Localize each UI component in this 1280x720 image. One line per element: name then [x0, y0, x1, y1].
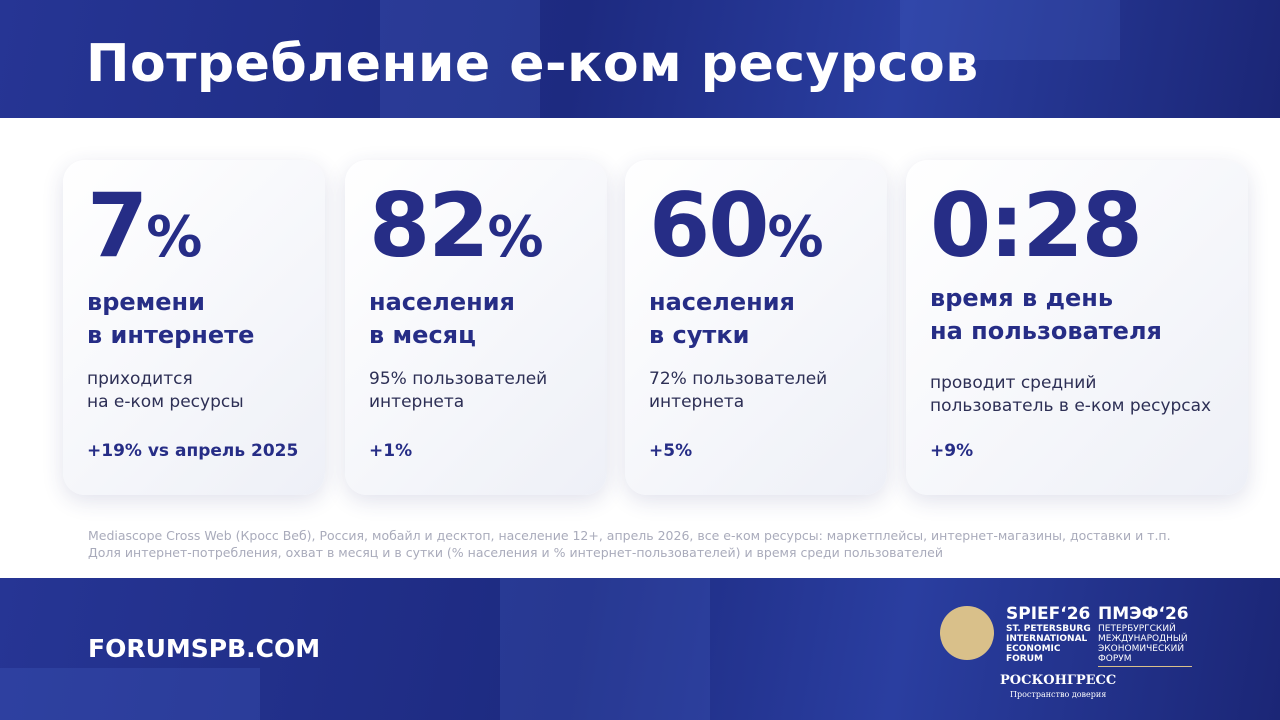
- text: ECONOMIC: [1006, 644, 1061, 654]
- stat-card: 7% времени в интернете приходится на е-ком…: [63, 160, 325, 495]
- logo-en-lines: ST. PETERSBURG INTERNATIONAL ECONOMIC FORUM: [1006, 624, 1091, 664]
- text: населения: [649, 288, 795, 316]
- text: приходится: [87, 369, 193, 389]
- title: Потребление е-ком ресурсов: [86, 34, 979, 94]
- stat-description: 72% пользователей интернета: [649, 368, 827, 414]
- stat-title: время в день на пользователя: [930, 282, 1162, 348]
- text: в интернете: [87, 321, 255, 349]
- stat-description: проводит средний пользователь в е-ком рес…: [930, 372, 1211, 418]
- text: ЭКОНОМИЧЕСКИЙ: [1098, 644, 1185, 654]
- header-band: Потребление е-ком ресурсов: [0, 0, 1280, 118]
- text: 7: [87, 174, 148, 277]
- text: в сутки: [649, 321, 750, 349]
- footer-band: FORUMSPB.COM SPIEF‘26 ST. PETERSBURG INTE…: [0, 578, 1280, 720]
- stat-change: +1%: [369, 441, 413, 461]
- text: проводит средний: [930, 373, 1097, 393]
- text: 60: [649, 174, 769, 277]
- text: 72% пользователей: [649, 369, 828, 389]
- text: в месяц: [369, 321, 476, 349]
- text: Mediascope Cross Web (Кросс Веб), Россия…: [88, 528, 1171, 543]
- text: интернета: [649, 392, 745, 412]
- stat-card: 82% населения в месяц 95% пользователей ин…: [345, 160, 607, 495]
- text: МЕЖДУНАРОДНЫЙ: [1098, 634, 1188, 644]
- stat-change: +5%: [649, 441, 693, 461]
- text: 95% пользователей: [369, 369, 548, 389]
- text: Доля интернет-потребления, охват в месяц…: [88, 545, 943, 560]
- text: 82: [369, 174, 489, 277]
- text: пользователь в е-ком ресурсах: [930, 396, 1212, 416]
- stat-card: 0:28 время в день на пользователя проводи…: [906, 160, 1248, 495]
- text: интернета: [369, 392, 465, 412]
- stat-title: населения в сутки: [649, 286, 795, 352]
- stat-value: 82%: [369, 182, 544, 270]
- stat-value: 7%: [87, 182, 202, 270]
- text: ST. PETERSBURG: [1006, 624, 1091, 634]
- text: на пользователя: [930, 317, 1162, 345]
- text: время в день: [930, 284, 1113, 312]
- stat-value: 60%: [649, 182, 824, 270]
- text: населения: [369, 288, 515, 316]
- text: %: [146, 205, 203, 270]
- stat-description: приходится на е-ком ресурсы: [87, 368, 244, 414]
- text: %: [767, 205, 824, 270]
- logo-ru-lines: ПЕТЕРБУРГСКИЙ МЕЖДУНАРОДНЫЙ ЭКОНОМИЧЕСКИЙ Ф…: [1098, 624, 1188, 664]
- stat-card: 60% населения в сутки 72% пользователей ин…: [625, 160, 887, 495]
- logo-ru-name: ПМЭФ‘26: [1098, 604, 1189, 624]
- text: ПЕТЕРБУРГСКИЙ: [1098, 624, 1176, 634]
- text: FORUM: [1006, 654, 1043, 664]
- tagline: Пространство доверия: [1010, 690, 1107, 699]
- logo-en-name: SPIEF‘26: [1006, 604, 1091, 624]
- organizer: РОСКОНГРЕСС: [1000, 673, 1117, 688]
- footnote: Mediascope Cross Web (Кросс Веб), Россия…: [88, 527, 1171, 561]
- text: на е-ком ресурсы: [87, 392, 244, 412]
- text: INTERNATIONAL: [1006, 634, 1088, 644]
- stat-value: 0:28: [930, 182, 1143, 270]
- text: %: [487, 205, 544, 270]
- stat-title: населения в месяц: [369, 286, 515, 352]
- text: ФОРУМ: [1098, 654, 1132, 664]
- logo-emblem: [940, 606, 994, 660]
- stat-title: времени в интернете: [87, 286, 254, 352]
- stat-change: +19% vs апрель 2025: [87, 441, 299, 461]
- site-link[interactable]: FORUMSPB.COM: [88, 634, 321, 663]
- stat-change: +9%: [930, 441, 974, 461]
- text: времени: [87, 288, 205, 316]
- text: 0:28: [930, 174, 1143, 277]
- stat-description: 95% пользователей интернета: [369, 368, 547, 414]
